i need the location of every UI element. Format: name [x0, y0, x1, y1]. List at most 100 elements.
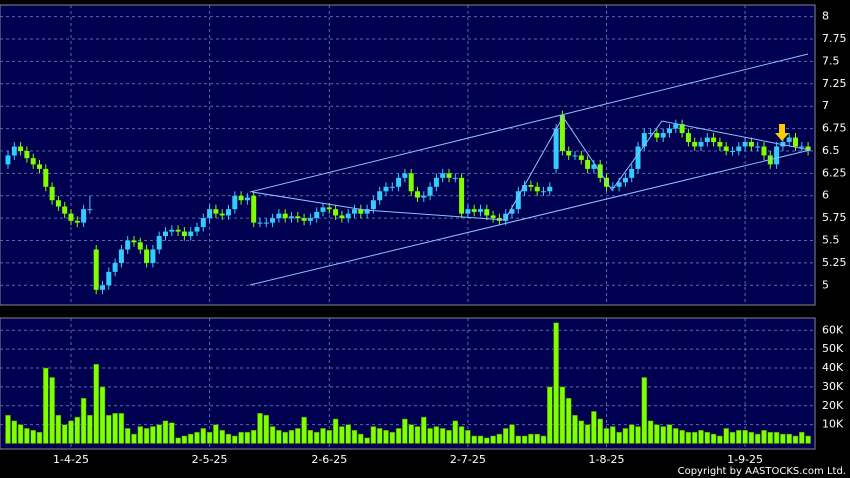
volume-bar [301, 416, 307, 444]
candle-body [730, 150, 735, 152]
volume-bar [99, 386, 106, 444]
volume-bar [534, 433, 540, 444]
candle-body [635, 146, 641, 169]
candle-body [320, 207, 326, 212]
y-tick-label: 20K [822, 399, 844, 412]
volume-bar [773, 431, 780, 444]
candle-body [465, 209, 471, 214]
volume-bar [654, 424, 660, 444]
volume-bar [641, 377, 648, 444]
candle-body [18, 146, 24, 151]
candle-body [232, 195, 238, 210]
volume-bar [80, 397, 87, 444]
volume-bar [792, 435, 799, 444]
candle-body [364, 209, 370, 214]
candle-body [383, 186, 389, 192]
volume-bar [748, 431, 755, 444]
y-tick-label: 5 [822, 278, 829, 291]
candle-body [68, 213, 74, 221]
signal-arrow [775, 124, 789, 141]
candle-body [478, 209, 483, 212]
candle-body [679, 124, 685, 134]
x-tick-label: 1-8-25 [589, 453, 625, 466]
candle-body [761, 146, 767, 156]
candle-body [471, 209, 477, 212]
x-tick-label: 1-9-25 [727, 453, 763, 466]
volume-bar [502, 428, 509, 444]
volume-bar [339, 426, 345, 444]
volume-bar [257, 413, 263, 444]
candle-body [572, 155, 578, 157]
candle-body [37, 164, 42, 169]
candle-body [585, 159, 591, 169]
candle-body [541, 191, 546, 193]
volume-bar [351, 430, 358, 444]
volume-bar [465, 430, 471, 444]
candle-body [156, 236, 162, 250]
volume-bar [5, 414, 11, 444]
volume-bar [673, 428, 679, 444]
volume-bar [225, 433, 232, 444]
candle-body [415, 191, 420, 198]
volume-bar [194, 431, 200, 444]
candle-body [62, 206, 68, 214]
volume-bar [11, 420, 18, 444]
candle-body [427, 186, 433, 196]
candle-body [433, 177, 439, 187]
candle-body [244, 197, 250, 201]
candle-body [522, 185, 528, 192]
candle-body [559, 115, 565, 151]
candle-body [74, 220, 80, 223]
volume-bar [698, 430, 704, 444]
volume-bar [61, 424, 68, 444]
volume-bar [187, 433, 194, 444]
volume-bar [584, 424, 591, 444]
candle-body [484, 209, 490, 216]
candle-body [377, 191, 383, 201]
candle-body [509, 209, 515, 214]
candle-body [5, 155, 11, 165]
candle-body [547, 186, 553, 192]
candle-body [87, 209, 93, 211]
candle-body [24, 150, 30, 159]
volume-bar [364, 437, 370, 444]
volume-bar [521, 435, 528, 444]
candle-body [503, 213, 509, 221]
candle-body [118, 249, 124, 263]
candle-body [610, 186, 616, 188]
candle-body [200, 218, 206, 228]
volume-bar [326, 430, 333, 444]
volume-bar [87, 414, 93, 444]
volume-bar [559, 386, 566, 444]
candle-body [566, 150, 572, 156]
candle-body [704, 137, 710, 143]
candle-body [295, 216, 301, 219]
copyright: Copyright by AASTOCKS.com Ltd. [678, 466, 846, 477]
candle-body [163, 231, 168, 237]
candle-body [93, 249, 99, 290]
candle-body [339, 215, 345, 219]
candle-body [43, 168, 49, 187]
candle-body [408, 173, 414, 192]
volume-bar [232, 435, 238, 444]
candle-body [289, 216, 294, 219]
candle-body [175, 229, 181, 232]
candle-body [270, 218, 276, 223]
volume-bar [553, 322, 559, 444]
candle-body [49, 186, 55, 201]
candle-body [799, 146, 805, 148]
volume-bar [515, 435, 522, 444]
volume-bar [307, 430, 314, 444]
candle-body [389, 186, 395, 188]
candle-body [641, 133, 647, 147]
candle-body [793, 137, 798, 147]
candle-body [282, 213, 288, 219]
volume-bar [496, 433, 503, 444]
volume-bar [799, 431, 805, 444]
volume-bar [320, 428, 326, 444]
candle-body [723, 146, 729, 151]
candle-body [629, 168, 635, 178]
candle-body [150, 249, 156, 263]
volume-bar [421, 416, 427, 444]
volume-bar [206, 431, 213, 444]
